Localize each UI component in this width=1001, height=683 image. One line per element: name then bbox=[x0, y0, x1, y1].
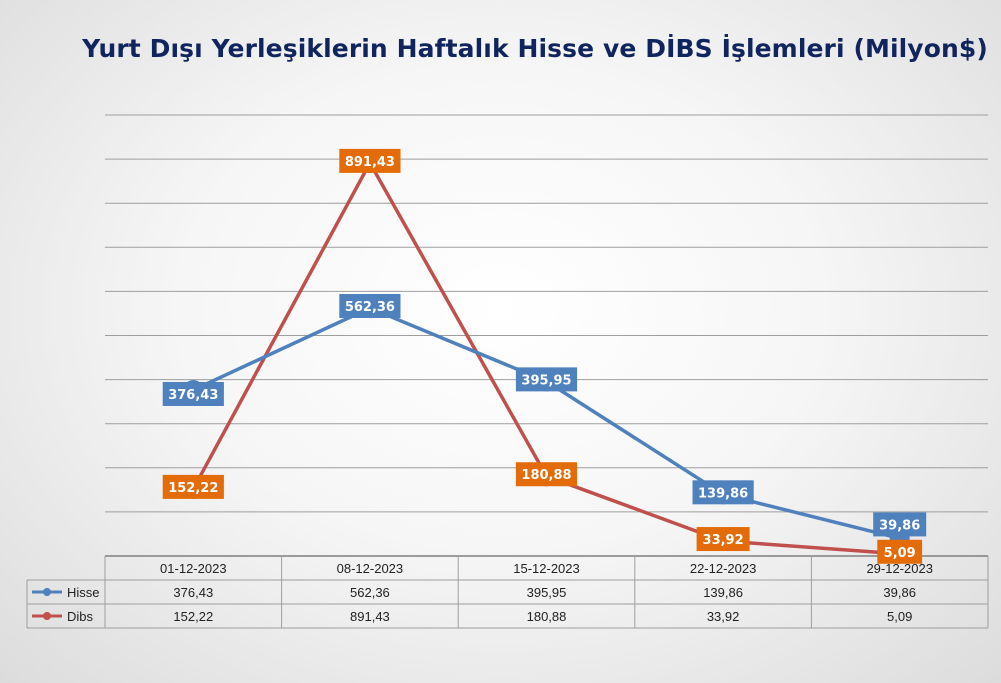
data-label: 395,95 bbox=[521, 373, 571, 388]
table-cell: 395,95 bbox=[527, 585, 567, 600]
data-label-box bbox=[692, 480, 754, 505]
table-cell: 152,22 bbox=[173, 609, 213, 624]
gridlines bbox=[105, 114, 988, 557]
table-cell: 891,43 bbox=[350, 609, 390, 624]
data-labels: 376,43 562,36 395,95 139,86 39,86 152,22 891,4… bbox=[162, 148, 927, 564]
table-cell: 139,86 bbox=[703, 585, 743, 600]
data-label: 139,86 bbox=[698, 486, 748, 501]
series-line-dibs bbox=[191, 161, 900, 556]
series-markers bbox=[183, 152, 910, 564]
x-tick-label: 08-12-2023 bbox=[337, 561, 404, 576]
data-label-box bbox=[873, 512, 927, 537]
series-lines bbox=[191, 161, 901, 556]
data-label-box bbox=[339, 148, 401, 173]
legend-label: Dibs bbox=[67, 609, 94, 624]
data-label: 562,36 bbox=[345, 300, 395, 315]
data-label: 180,88 bbox=[521, 468, 571, 483]
data-label: 5,09 bbox=[884, 546, 916, 561]
table-cell: 376,43 bbox=[173, 585, 213, 600]
data-label: 39,86 bbox=[879, 518, 920, 533]
table-cell: 39,86 bbox=[883, 585, 916, 600]
data-label: 376,43 bbox=[168, 388, 218, 403]
data-label-box bbox=[515, 367, 578, 392]
data-label: 891,43 bbox=[345, 155, 395, 170]
data-label-box bbox=[696, 527, 750, 552]
table-cell: 180,88 bbox=[527, 609, 567, 624]
table-cell: 562,36 bbox=[350, 585, 390, 600]
data-label-box bbox=[162, 474, 224, 499]
legend-marker bbox=[43, 612, 51, 620]
chart-title: Yurt Dışı Yerleşiklerin Haftalık Hisse v… bbox=[82, 34, 988, 63]
table-cell: 5,09 bbox=[887, 609, 912, 624]
x-tick-label: 15-12-2023 bbox=[513, 561, 580, 576]
table-cell: 33,92 bbox=[707, 609, 740, 624]
x-tick-label: 22-12-2023 bbox=[690, 561, 757, 576]
data-label-box bbox=[877, 539, 923, 564]
data-label: 33,92 bbox=[703, 533, 744, 548]
x-tick-label: 01-12-2023 bbox=[160, 561, 227, 576]
data-table: 01-12-2023 08-12-2023 15-12-2023 22-12-2023… bbox=[26, 556, 989, 629]
data-label: 152,22 bbox=[168, 481, 218, 496]
legend-label: Hisse bbox=[67, 585, 100, 600]
data-label-box bbox=[339, 293, 401, 318]
x-tick-label: 29-12-2023 bbox=[866, 561, 933, 576]
data-label-box bbox=[515, 462, 578, 487]
data-label-box bbox=[162, 381, 224, 406]
legend-marker bbox=[43, 588, 51, 596]
